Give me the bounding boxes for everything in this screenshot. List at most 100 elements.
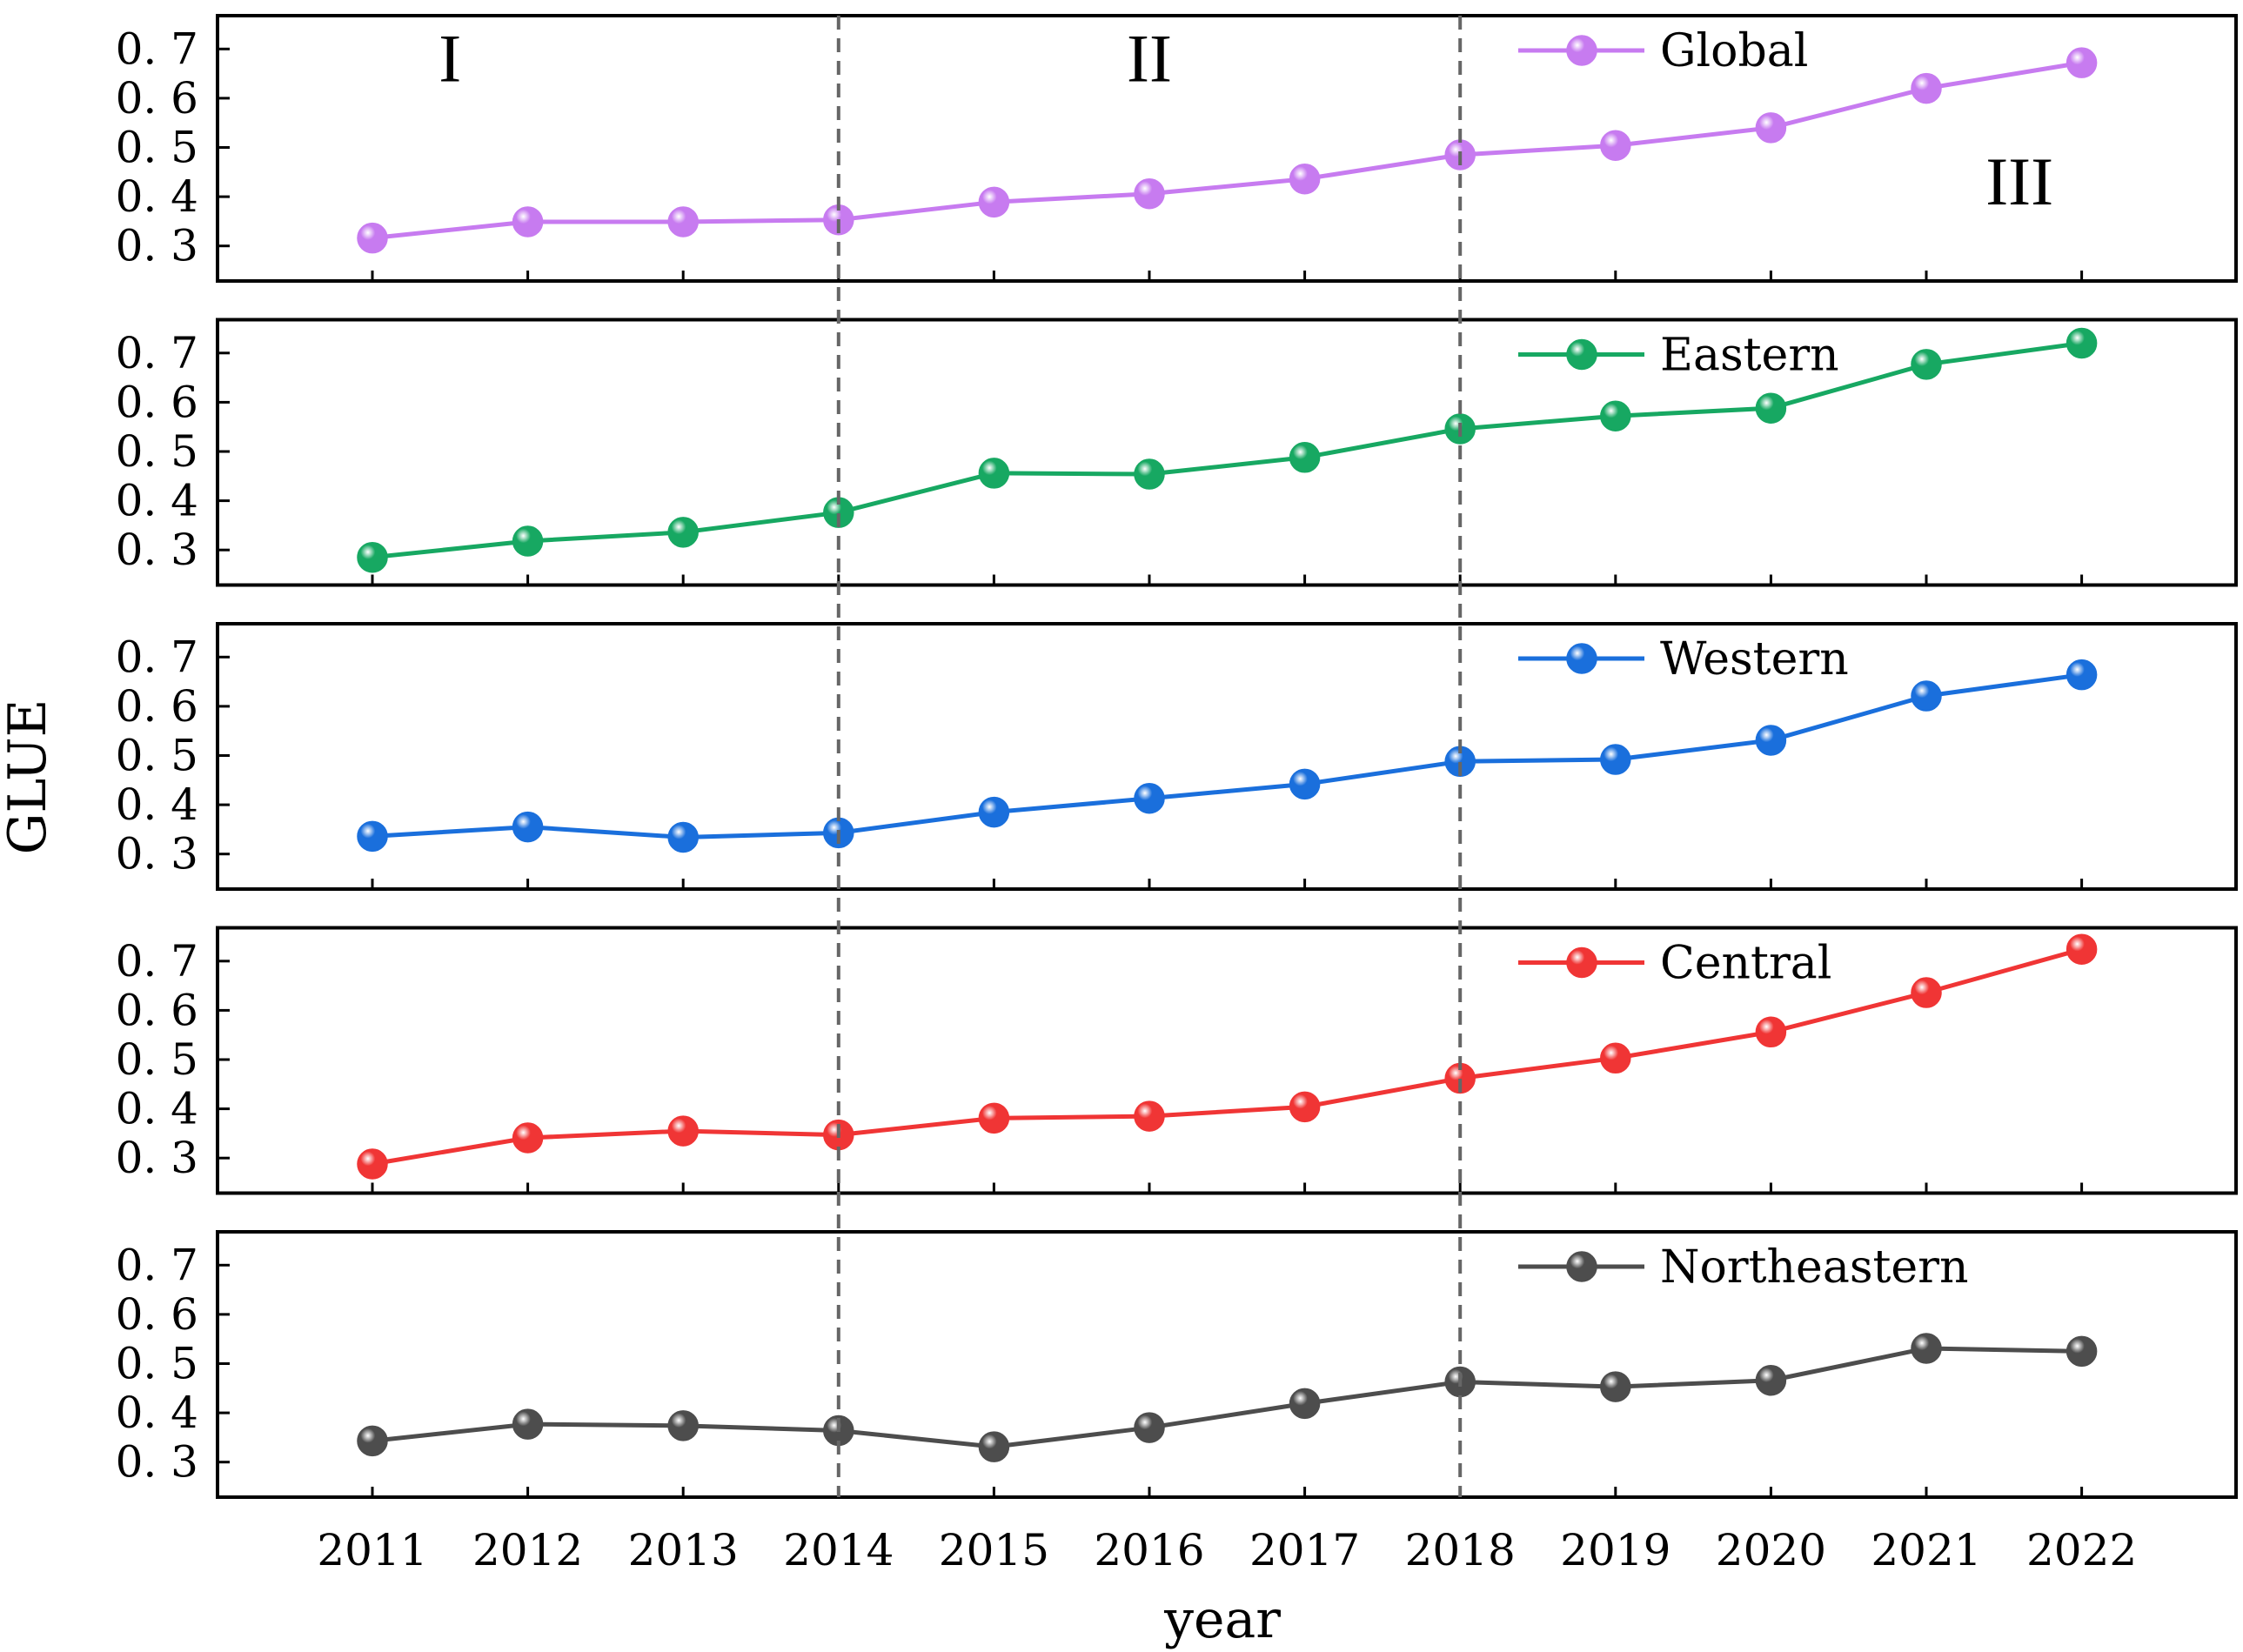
data-point-eastern-2021 [1911, 349, 1942, 380]
x-tick-label: 2011 [317, 1525, 427, 1575]
y-tick-label: 0. 6 [116, 681, 198, 732]
legend-marker [1566, 946, 1597, 979]
data-point-central-2020 [1755, 1016, 1787, 1048]
legend-label: Western [1660, 633, 1849, 686]
y-tick-label: 0. 3 [116, 525, 198, 575]
data-point-northeastern-2020 [1755, 1364, 1787, 1396]
x-tick-label: 2019 [1560, 1525, 1671, 1575]
data-point-central-2017 [1289, 1091, 1321, 1123]
data-point-global-2012 [512, 206, 544, 237]
data-point-global-2020 [1755, 112, 1787, 144]
x-tick-label: 2016 [1094, 1525, 1204, 1575]
y-tick-label: 0. 4 [116, 171, 198, 222]
y-tick-label: 0. 4 [116, 779, 198, 830]
panel-frame [216, 14, 2238, 283]
data-point-eastern-2015 [978, 458, 1010, 489]
y-tick-label: 0. 7 [116, 328, 198, 378]
x-tick-label: 2015 [939, 1525, 1049, 1575]
data-point-eastern-2017 [1289, 442, 1321, 473]
data-point-northeastern-2022 [2066, 1335, 2098, 1368]
x-tick-label: 2014 [783, 1525, 894, 1575]
data-point-central-2019 [1600, 1042, 1631, 1074]
y-tick-label: 0. 5 [116, 123, 198, 173]
y-tick-label: 0. 3 [116, 829, 198, 880]
series-line-eastern [372, 341, 2082, 560]
y-axis-title: GLUE [0, 699, 58, 855]
y-tick-label: 0. 3 [116, 1133, 198, 1183]
data-point-northeastern-2015 [978, 1431, 1010, 1462]
y-tick-label: 0. 4 [116, 1388, 198, 1438]
series-line-central [372, 946, 2083, 1167]
data-point-global-2019 [1600, 130, 1631, 161]
y-tick-label: 0. 6 [116, 985, 198, 1035]
y-tick-label: 0. 5 [116, 1034, 198, 1085]
legend-label: Eastern [1660, 330, 1839, 382]
x-tick-label: 2012 [472, 1525, 583, 1575]
series-line-northeastern [372, 1346, 2082, 1449]
series-line-global [372, 60, 2083, 241]
data-point-central-2012 [512, 1122, 544, 1154]
legend-central: Central [1518, 938, 1831, 990]
legend-marker [1566, 338, 1597, 371]
data-point-western-2016 [1134, 782, 1165, 814]
data-point-global-2017 [1289, 163, 1321, 195]
data-point-central-2021 [1911, 977, 1942, 1008]
x-tick-label: 2020 [1716, 1525, 1826, 1575]
y-tick-label: 0. 4 [116, 1084, 198, 1134]
data-point-northeastern-2017 [1289, 1388, 1321, 1420]
data-point-central-2011 [357, 1148, 388, 1180]
y-tick-label: 0. 6 [116, 377, 198, 427]
legend-global: Global [1518, 25, 1808, 77]
x-tick-label: 2013 [628, 1525, 739, 1575]
y-tick-label: 0. 7 [116, 632, 198, 682]
legend-marker [1566, 643, 1597, 674]
data-point-global-2021 [1911, 72, 1942, 104]
legend-marker [1566, 35, 1597, 66]
overlay: 2011 2012 2013 2014 2015 2016 2017 2018 2019 2020… [317, 16, 2137, 1575]
legend-northeastern: Northeastern [1518, 1241, 1969, 1294]
data-point-western-2017 [1289, 768, 1321, 800]
data-point-eastern-2011 [357, 541, 388, 573]
data-point-western-2019 [1600, 744, 1631, 775]
data-point-western-2015 [978, 796, 1010, 828]
data-point-global-2015 [978, 186, 1010, 218]
data-point-central-2022 [2066, 933, 2098, 965]
data-point-northeastern-2019 [1600, 1371, 1631, 1402]
data-point-eastern-2022 [2066, 327, 2098, 359]
y-tick-label: 0. 4 [116, 476, 198, 526]
y-tick-label: 0. 3 [116, 221, 198, 271]
data-point-western-2012 [512, 811, 544, 843]
x-tick-label: 2017 [1249, 1525, 1360, 1575]
data-point-central-2015 [978, 1102, 1010, 1134]
y-tick-label: 0. 5 [116, 731, 198, 781]
data-point-central-2013 [667, 1115, 699, 1147]
y-tick-label: 0. 6 [116, 1289, 198, 1340]
x-tick-label: 2022 [2026, 1525, 2137, 1575]
panel-eastern: 0. 30. 40. 50. 60. 7 Eastern [116, 318, 2238, 587]
y-tick-label: 0. 7 [116, 1240, 198, 1290]
legend-eastern: Eastern [1518, 330, 1839, 382]
period-label-II: II [1127, 21, 1172, 97]
panel-frame [216, 926, 2238, 1195]
legend-western: Western [1518, 633, 1849, 686]
legend-label: Northeastern [1660, 1241, 1969, 1294]
data-point-northeastern-2013 [667, 1410, 699, 1441]
legend-marker [1566, 1251, 1597, 1282]
panel-western: 0. 30. 40. 50. 60. 7 Western [116, 622, 2238, 891]
data-point-global-2022 [2066, 47, 2098, 78]
data-point-western-2021 [1911, 680, 1942, 712]
y-tick-label: 0. 5 [116, 1339, 198, 1389]
data-point-eastern-2019 [1600, 400, 1631, 431]
panel-central: 0. 30. 40. 50. 60. 7 Central [116, 926, 2238, 1195]
period-label-III: III [1985, 144, 2053, 219]
panel-northeastern: 0. 30. 40. 50. 60. 7 Northeastern [116, 1230, 2238, 1499]
data-point-northeastern-2012 [512, 1408, 544, 1440]
y-tick-label: 0. 5 [116, 426, 198, 477]
data-point-global-2011 [357, 222, 388, 254]
y-tick-label: 0. 7 [116, 936, 198, 987]
data-point-global-2016 [1134, 177, 1165, 210]
data-point-global-2013 [667, 206, 699, 237]
data-point-northeastern-2011 [357, 1425, 388, 1457]
